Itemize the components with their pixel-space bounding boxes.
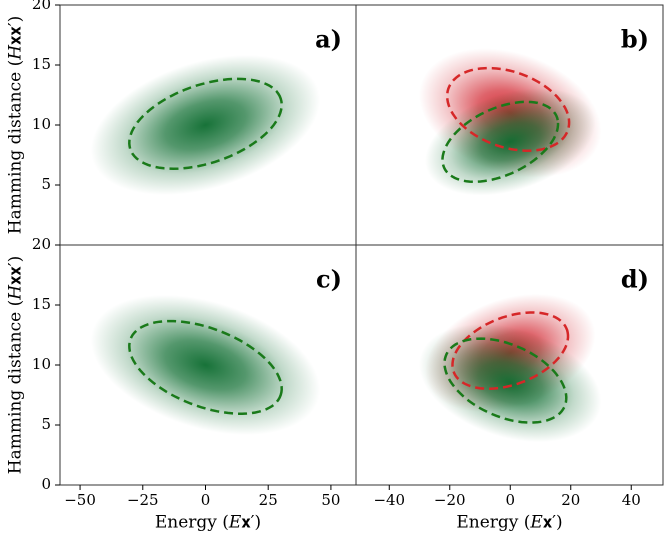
- x-tick-label: −50: [64, 491, 96, 509]
- x-tick-label: −40: [373, 491, 405, 509]
- panel: [90, 295, 321, 435]
- panel-label: d): [621, 265, 649, 294]
- x-tick-label: 0: [201, 491, 211, 509]
- y-tick-label: 20: [32, 0, 51, 13]
- x-tick-label: 40: [622, 491, 641, 509]
- x-axis-label: Energy (𝐸𝐱′): [456, 513, 562, 533]
- x-axis-label: Energy (𝐸𝐱′): [155, 513, 261, 533]
- density-cloud: [90, 295, 321, 435]
- y-tick-label: 0: [41, 475, 51, 493]
- confidence-ellipse: [128, 319, 283, 415]
- density-cloud: [425, 88, 596, 196]
- confidence-ellipse: [443, 337, 568, 424]
- panel-label: b): [621, 25, 649, 54]
- y-tick-label: 20: [32, 235, 51, 253]
- y-tick-label: 15: [32, 55, 51, 73]
- confidence-ellipse: [441, 100, 560, 183]
- y-tick-label: 5: [41, 415, 51, 433]
- confidence-ellipse: [451, 311, 570, 390]
- panel-label: c): [316, 265, 342, 294]
- y-tick-label: 15: [32, 295, 51, 313]
- panel-frame: [355, 244, 664, 486]
- y-tick-label: 5: [41, 175, 51, 193]
- panel: [419, 48, 602, 196]
- panel: [90, 55, 321, 195]
- x-tick-label: 25: [259, 491, 278, 509]
- density-cloud: [419, 323, 602, 443]
- y-axis-label: Hamming distance (𝐻𝐱𝐱′): [6, 256, 26, 474]
- y-tick-label: 10: [32, 355, 51, 373]
- x-tick-label: −25: [127, 491, 159, 509]
- density-cloud: [90, 55, 321, 195]
- x-tick-label: 0: [505, 491, 515, 509]
- y-axis-label: Hamming distance (𝐻𝐱𝐱′): [6, 16, 26, 234]
- panel: [419, 293, 602, 443]
- panel-label: a): [315, 25, 342, 54]
- x-tick-label: 20: [561, 491, 580, 509]
- x-tick-label: 50: [321, 491, 340, 509]
- confidence-ellipse: [128, 77, 283, 170]
- confidence-ellipse: [445, 66, 571, 152]
- y-tick-label: 10: [32, 115, 51, 133]
- x-tick-label: −20: [434, 491, 466, 509]
